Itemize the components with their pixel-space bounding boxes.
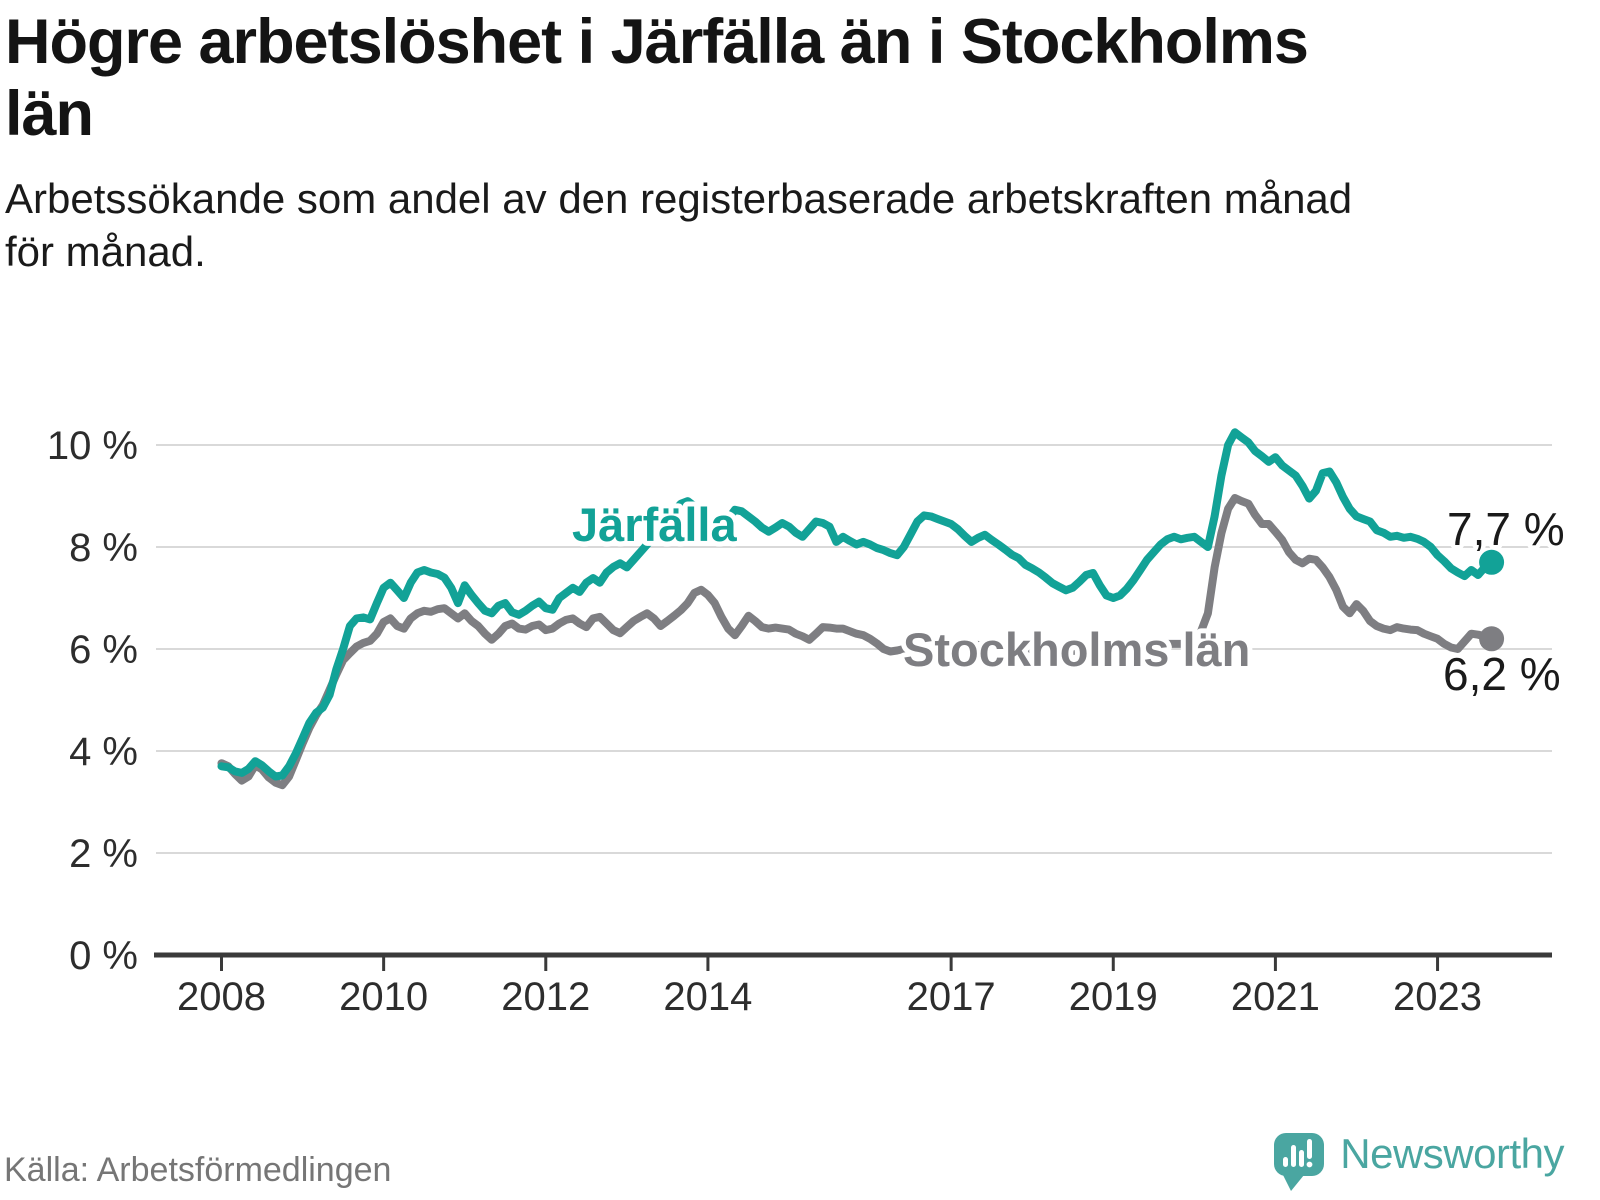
series-line-0 [217, 494, 1496, 790]
series-line-1 [217, 428, 1496, 781]
x-tick-label-2010: 2010 [339, 975, 428, 1019]
x-tick-label-2021: 2021 [1231, 975, 1320, 1019]
chart-header: Högre arbetslöshet i Järfälla än i Stock… [5, 6, 1565, 278]
y-tick-label-8pct: 8 % [69, 526, 138, 570]
y-tick-label-0pct: 0 % [69, 934, 138, 978]
source-note: Källa: Arbetsförmedlingen [4, 1151, 392, 1189]
chart-title: Högre arbetslöshet i Järfälla än i Stock… [5, 6, 1565, 150]
chart-subtitle: Arbetssökande som andel av den registerb… [5, 172, 1565, 278]
x-tick-label-2019: 2019 [1069, 975, 1158, 1019]
x-tick-label-2017: 2017 [907, 975, 996, 1019]
x-tick-label-2012: 2012 [501, 975, 590, 1019]
brand-name: Newsworthy [1340, 1130, 1564, 1177]
y-tick-label-6pct: 6 % [69, 628, 138, 672]
x-tick-label-2008: 2008 [177, 975, 266, 1019]
chart-title-line2: län [5, 79, 94, 149]
x-tick-label-2023: 2023 [1393, 975, 1482, 1019]
x-tick-label-2014: 2014 [663, 975, 752, 1019]
y-tick-label-10pct: 10 % [47, 424, 138, 468]
end-value-label: 7,7 % [1447, 503, 1565, 555]
chart-title-line1: Högre arbetslöshet i Järfälla än i Stock… [5, 7, 1309, 77]
newsworthy-logo-icon [1274, 1133, 1325, 1191]
series-label: Järfälla [572, 498, 737, 551]
series-label: Stockholms län [903, 623, 1250, 676]
y-tick-label-2pct: 2 % [69, 832, 138, 876]
brand-footer: Newsworthy [1274, 1126, 1564, 1194]
chart-subtitle-line1: Arbetssökande som andel av den registerb… [5, 175, 1353, 222]
chart-subtitle-line2: för månad. [5, 228, 206, 275]
end-value-label: 6,2 % [1443, 648, 1561, 700]
series-end-dot [1479, 626, 1505, 652]
series-end-dot [1479, 549, 1505, 575]
y-tick-label-4pct: 4 % [69, 730, 138, 774]
